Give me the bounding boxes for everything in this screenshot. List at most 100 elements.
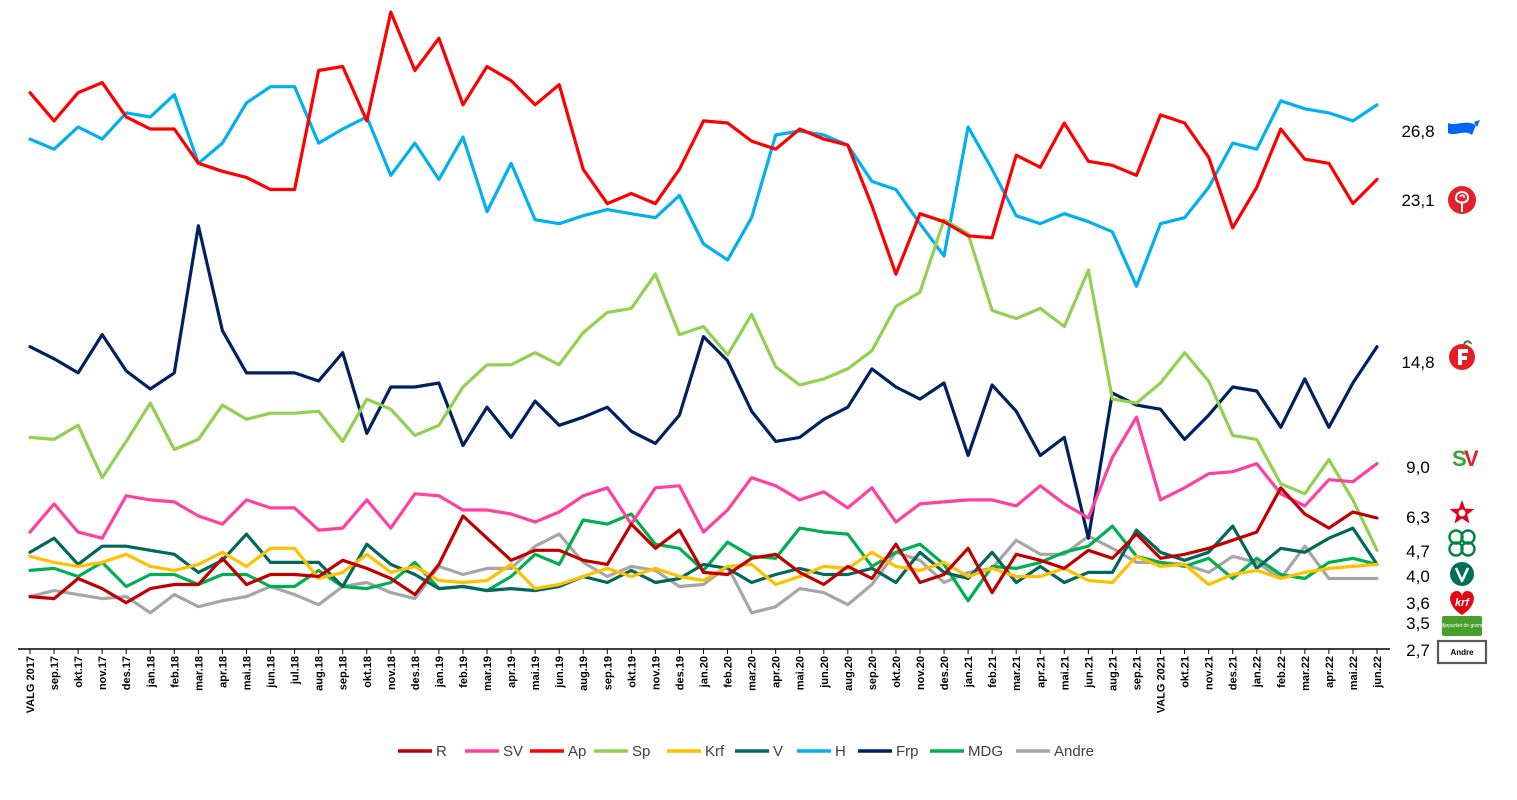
- x-tick-label: sep.21: [1131, 656, 1143, 690]
- x-tick-label: jan.20: [699, 656, 711, 688]
- legend: R SV Ap Sp Krf V H Frp MDG Andre: [398, 743, 1094, 760]
- legend-label: Andre: [1054, 743, 1094, 760]
- x-tick-label: okt.17: [73, 656, 85, 688]
- x-tick-label: jan.21: [963, 656, 975, 688]
- legend-item-frp: Frp: [858, 743, 919, 760]
- series-line-krf: [28, 546, 1379, 591]
- x-tick-label: aug.20: [843, 656, 855, 691]
- series-line-frp: [28, 224, 1379, 540]
- x-tick-label: mai.19: [530, 656, 542, 690]
- x-tick-label: jan.18: [145, 656, 157, 688]
- x-tick-label: feb.21: [987, 656, 999, 688]
- x-tick-label: VALG 2017: [25, 656, 37, 713]
- series-line-r: [28, 486, 1379, 605]
- x-tick-label: nov.17: [97, 656, 109, 690]
- x-axis: VALG 2017 sep.17 okt.17 nov.17 des.17 jan.18 f…: [18, 648, 1390, 713]
- legend-label: H: [835, 743, 846, 760]
- venstre-logo-icon: [1450, 562, 1474, 586]
- series-line-sv: [28, 415, 1379, 540]
- x-tick-label: nov.18: [386, 656, 398, 690]
- x-tick-label: jun.19: [554, 656, 566, 689]
- x-tick-label: feb.19: [458, 656, 470, 688]
- x-tick-label: mar.20: [747, 656, 759, 691]
- legend-label: Sp: [632, 743, 650, 760]
- x-tick-label: jan.19: [434, 656, 446, 688]
- x-tick-label: jul.18: [290, 656, 302, 685]
- x-tick-label: sep.17: [49, 656, 61, 690]
- legend-label: MDG: [968, 743, 1003, 760]
- krf-logo-icon: krf: [1450, 591, 1474, 615]
- x-tick-label: mar.18: [193, 656, 205, 691]
- x-tick-label: nov.20: [915, 656, 927, 690]
- legend-item-ap: Ap: [530, 743, 586, 760]
- andre-box-icon: Andre: [1436, 639, 1488, 665]
- x-tick-label: okt.19: [626, 656, 638, 688]
- legend-label: SV: [503, 743, 523, 760]
- x-tick-label: okt.21: [1180, 656, 1192, 688]
- svg-text:Andre: Andre: [1450, 648, 1474, 657]
- series-line-v: [28, 524, 1379, 593]
- end-label-v: 4,0: [1406, 567, 1430, 586]
- ap-rose-logo-icon: [1448, 186, 1476, 214]
- x-tick-label: des.19: [674, 656, 686, 690]
- x-tick-label: des.21: [1228, 656, 1240, 690]
- x-tick-label: sep.18: [338, 656, 350, 690]
- x-tick-label: aug.18: [314, 656, 326, 691]
- svg-text:krf: krf: [1455, 597, 1470, 609]
- x-tick-label: apr.19: [506, 656, 518, 688]
- x-tick-label: mai.21: [1059, 656, 1071, 690]
- legend-item-r: R: [398, 743, 447, 760]
- mdg-logo-icon: miljøpartiet de grønne: [1438, 616, 1487, 636]
- x-tick-label: jan.22: [1252, 656, 1264, 688]
- end-label-ap: 23,1: [1401, 191, 1434, 210]
- sv-logo-icon: SV: [1452, 446, 1479, 471]
- x-tick-label: mai.18: [241, 656, 253, 690]
- legend-item-mdg: MDG: [930, 743, 1003, 760]
- x-tick-label: okt.18: [362, 656, 374, 688]
- legend-label: Frp: [896, 743, 919, 760]
- svg-text:V: V: [1464, 446, 1479, 471]
- frp-logo-icon: [1449, 340, 1475, 370]
- legend-item-krf: Krf: [667, 743, 725, 760]
- x-tick-label: VALG 2021: [1156, 656, 1168, 713]
- legend-label: Ap: [568, 743, 586, 760]
- x-tick-label: jun.18: [266, 656, 278, 689]
- legend-item-v: V: [735, 743, 783, 760]
- x-tick-label: feb.22: [1276, 656, 1288, 688]
- end-label-krf: 3,6: [1406, 594, 1430, 613]
- x-tick-label: aug.21: [1107, 656, 1119, 691]
- series-lines: [28, 10, 1379, 615]
- rodt-star-logo-icon: [1449, 500, 1475, 524]
- svg-text:S: S: [1452, 446, 1467, 471]
- end-label-andre: 2,7: [1406, 641, 1430, 660]
- series-line-sp: [28, 218, 1379, 552]
- x-tick-label: apr.21: [1035, 656, 1047, 688]
- series-line-h: [28, 85, 1379, 288]
- x-tick-label: des.17: [121, 656, 133, 690]
- end-label-r: 6,3: [1406, 508, 1430, 527]
- end-label-h: 26,8: [1401, 122, 1434, 141]
- x-tick-label: sep.20: [867, 656, 879, 690]
- legend-item-sv: SV: [465, 743, 523, 760]
- x-tick-label: nov.19: [650, 656, 662, 690]
- legend-label: V: [773, 743, 783, 760]
- x-tick-label: jun.20: [819, 656, 831, 689]
- legend-label: R: [436, 743, 447, 760]
- legend-item-andre: Andre: [1016, 743, 1094, 760]
- x-tick-label: mar.21: [1011, 656, 1023, 691]
- legend-item-h: H: [797, 743, 846, 760]
- x-tick-label: jun.22: [1372, 656, 1384, 689]
- x-tick-label: apr.18: [217, 656, 229, 688]
- end-label-sv: 9,0: [1406, 458, 1430, 477]
- x-tick-label: apr.20: [771, 656, 783, 688]
- hoyre-logo-icon: [1448, 120, 1480, 135]
- x-tick-label: feb.20: [723, 656, 735, 688]
- x-tick-label: sep.19: [602, 656, 614, 690]
- x-tick-label: feb.18: [169, 656, 181, 688]
- x-tick-label: aug.19: [578, 656, 590, 691]
- x-tick-label: apr.22: [1324, 656, 1336, 688]
- x-tick-label: mar.22: [1300, 656, 1312, 691]
